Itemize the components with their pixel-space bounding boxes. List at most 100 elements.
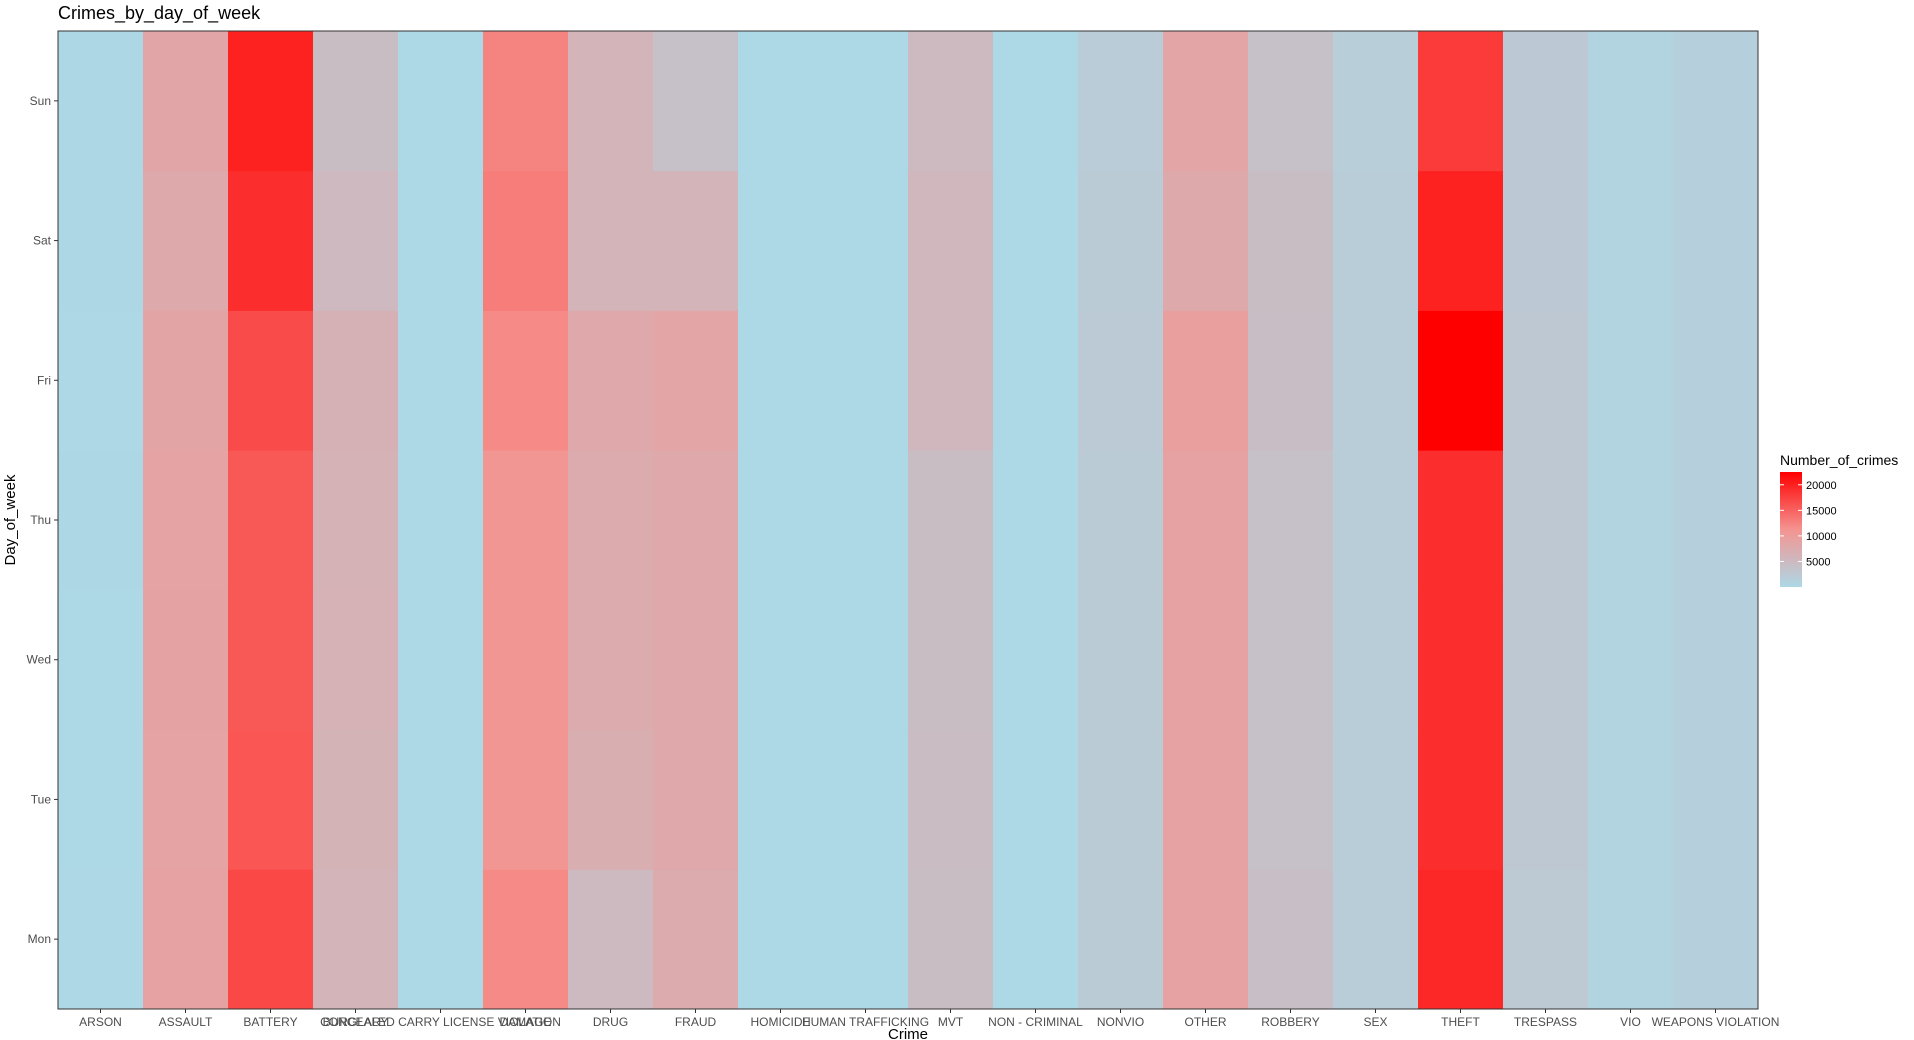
heatmap-tile (1333, 450, 1419, 591)
heatmap-tile (653, 170, 739, 311)
heatmap-tile (1673, 450, 1759, 591)
heatmap-tile (313, 450, 399, 591)
heatmap-tile (1248, 589, 1334, 731)
heatmap-tile (1333, 310, 1419, 451)
heatmap-tile (1673, 729, 1759, 870)
heatmap-tile (1163, 869, 1249, 1010)
heatmap-tile (1333, 589, 1419, 731)
heatmap-tile (143, 869, 229, 1010)
y-tick-label: Thu (30, 513, 51, 527)
heatmap-tile (823, 589, 909, 731)
heatmap-tile (1248, 729, 1334, 870)
heatmap-tile (1163, 310, 1249, 451)
heatmap-tile (1503, 729, 1589, 870)
heatmap-tile (1673, 31, 1759, 172)
heatmap-tile (823, 31, 909, 172)
x-axis-title: Crime (888, 1026, 928, 1040)
heatmap-tile (1673, 170, 1759, 311)
heatmap-tile (823, 869, 909, 1010)
heatmap-tile (1333, 170, 1419, 311)
heatmap-tile (1078, 310, 1164, 451)
heatmap-tile (398, 31, 484, 172)
heatmap-tile (313, 729, 399, 870)
x-tick-label: DAMAGE (499, 1015, 551, 1029)
heatmap-tile (143, 310, 229, 451)
heatmap-tile (313, 310, 399, 451)
heatmap-tile (1418, 310, 1504, 451)
heatmap-tile (1163, 31, 1249, 172)
heatmap-tile (313, 31, 399, 172)
heatmap-tile (398, 450, 484, 591)
heatmap-tile (1418, 869, 1504, 1010)
heatmap-tile (738, 589, 824, 731)
heatmap-tile (1248, 450, 1334, 591)
heatmap-tile (313, 589, 399, 731)
x-tick-label: NONVIO (1097, 1015, 1144, 1029)
heatmap-tile (568, 310, 654, 451)
y-tick-label: Tue (31, 792, 52, 806)
heatmap-tile (1588, 729, 1674, 870)
heatmap-tile (993, 310, 1079, 451)
x-tick-label: CONCEALED CARRY LICENSE VIOLATION (320, 1015, 561, 1029)
heatmap-tile (568, 589, 654, 731)
x-tick-label: HUMAN TRAFFICKING (802, 1015, 929, 1029)
heatmap-tile (1163, 450, 1249, 591)
heatmap-tiles (58, 31, 1759, 1010)
heatmap-tile (483, 170, 569, 311)
x-tick-label: HOMICIDE (751, 1015, 811, 1029)
heatmap-tile (653, 729, 739, 870)
legend-label: 10000 (1806, 531, 1837, 543)
x-tick-label: ROBBERY (1261, 1015, 1319, 1029)
heatmap-tile (823, 310, 909, 451)
heatmap-tile (228, 869, 314, 1010)
heatmap-tile (568, 170, 654, 311)
heatmap-tile (1588, 170, 1674, 311)
heatmap-tile (738, 450, 824, 591)
heatmap-tile (1333, 31, 1419, 172)
heatmap-tile (568, 729, 654, 870)
heatmap-tile (1588, 450, 1674, 591)
y-axis-title: Day_of_week (2, 474, 19, 565)
heatmap-tile (568, 450, 654, 591)
x-tick-label: OTHER (1185, 1015, 1227, 1029)
heatmap-tile (1248, 310, 1334, 451)
heatmap-tile (653, 869, 739, 1010)
heatmap-tile (1418, 31, 1504, 172)
heatmap-tile (143, 170, 229, 311)
heatmap-tile (653, 31, 739, 172)
heatmap-tile (993, 589, 1079, 731)
x-tick-label: NON - CRIMINAL (988, 1015, 1083, 1029)
heatmap-tile (143, 729, 229, 870)
heatmap-tile (398, 869, 484, 1010)
legend-label: 5000 (1806, 556, 1830, 568)
heatmap-tile (738, 170, 824, 311)
heatmap-tile (228, 589, 314, 731)
y-axis: Mon Tue Wed Thu Fri Sat Sun (27, 94, 58, 946)
legend-colorbar (1780, 472, 1802, 587)
x-tick-label: VIO (1620, 1015, 1641, 1029)
heatmap-tile (228, 310, 314, 451)
heatmap-tile (908, 31, 994, 172)
x-tick-label: BURGLARY (323, 1015, 389, 1029)
heatmap-tile (143, 450, 229, 591)
heatmap-tile (1078, 170, 1164, 311)
y-tick-label: Sat (33, 234, 52, 248)
legend-ticks: 20000 15000 10000 5000 (1780, 480, 1837, 568)
heatmap-tile (483, 31, 569, 172)
heatmap-tile (1418, 589, 1504, 731)
heatmap-tile (993, 170, 1079, 311)
heatmap-tile (993, 450, 1079, 591)
heatmap-tile (1248, 869, 1334, 1010)
heatmap-tile (483, 310, 569, 451)
legend-title: Number_of_crimes (1780, 452, 1898, 468)
heatmap-tile (58, 869, 144, 1010)
heatmap-tile (1503, 31, 1589, 172)
heatmap-tile (1503, 170, 1589, 311)
heatmap-tile (738, 729, 824, 870)
heatmap-tile (1588, 869, 1674, 1010)
heatmap-tile (908, 170, 994, 311)
heatmap-tile (143, 589, 229, 731)
heatmap-tile (1078, 450, 1164, 591)
heatmap-tile (398, 310, 484, 451)
